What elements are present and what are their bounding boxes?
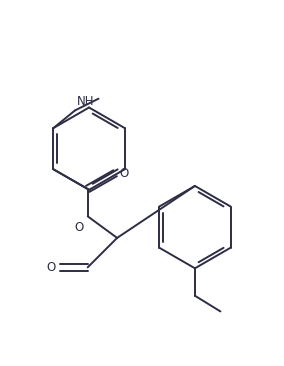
Text: O: O [119,167,128,180]
Text: NH: NH [77,96,94,108]
Text: O: O [46,261,55,274]
Text: O: O [74,221,83,234]
